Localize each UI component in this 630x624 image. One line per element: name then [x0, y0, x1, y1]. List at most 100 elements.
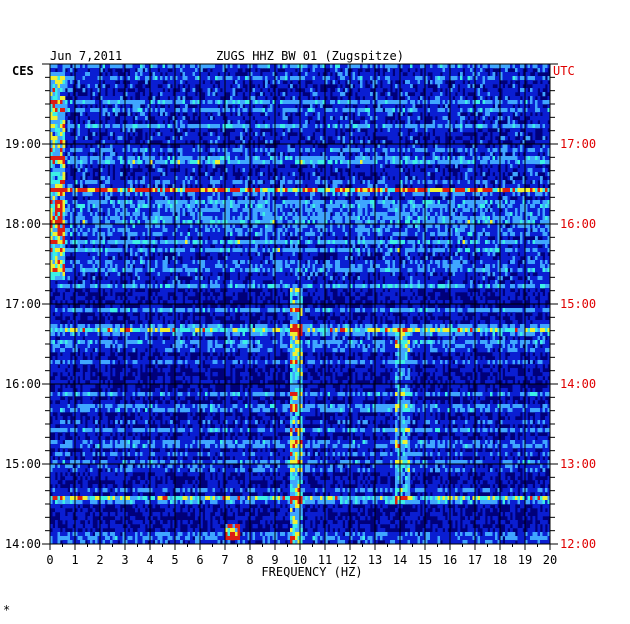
- spectrogram-cell: [347, 188, 351, 193]
- spectrogram-cell: [100, 192, 103, 197]
- spectrogram-cell: [252, 108, 256, 113]
- spectrogram-cell: [82, 64, 86, 69]
- spectrogram-cell: [232, 116, 236, 121]
- spectrogram-cell: [105, 180, 108, 185]
- spectrogram-cell: [237, 188, 241, 193]
- spectrogram-cell: [152, 100, 156, 105]
- spectrogram-cell: [87, 180, 91, 185]
- spectrogram-cell: [435, 148, 438, 153]
- spectrogram-cell: [547, 152, 551, 157]
- spectrogram-cell: [125, 192, 128, 197]
- spectrogram-cell: [235, 152, 238, 157]
- spectrogram-cell: [427, 76, 431, 81]
- spectrogram-cell: [207, 124, 211, 129]
- spectrogram-cell: [160, 108, 163, 113]
- spectrogram-cell: [307, 112, 311, 117]
- spectrogram-cell: [122, 144, 126, 149]
- spectrogram-cell: [260, 192, 263, 197]
- spectrogram-cell: [337, 188, 341, 193]
- spectrogram-cell: [547, 104, 551, 109]
- spectrogram-cell: [210, 124, 213, 129]
- spectrogram-cell: [430, 180, 433, 185]
- spectrogram-cell: [97, 160, 101, 165]
- spectrogram-cell: [265, 72, 268, 77]
- spectrogram-cell: [485, 76, 488, 81]
- spectrogram-cell: [200, 156, 203, 161]
- spectrogram-cell: [50, 184, 53, 189]
- spectrogram-cell: [277, 128, 281, 133]
- spectrogram-cell: [95, 124, 98, 129]
- spectrogram-cell: [422, 140, 426, 145]
- spectrogram-cell: [435, 92, 438, 97]
- spectrogram-cell: [137, 100, 141, 105]
- spectrogram-cell: [307, 144, 311, 149]
- spectrogram-cell: [102, 112, 106, 117]
- spectrogram-cell: [360, 132, 363, 137]
- spectrogram-cell: [510, 112, 513, 117]
- spectrogram-cell: [332, 108, 336, 113]
- spectrogram-cell: [282, 112, 286, 117]
- spectrogram-cell: [147, 172, 151, 177]
- spectrogram-cell: [510, 92, 513, 97]
- spectrogram-cell: [97, 184, 101, 189]
- spectrogram-cell: [362, 160, 366, 165]
- spectrogram-cell: [110, 176, 113, 181]
- spectrogram-cell: [127, 104, 131, 109]
- spectrogram-cell: [375, 72, 378, 77]
- spectrogram-cell: [340, 88, 343, 93]
- spectrogram-cell: [72, 188, 76, 193]
- spectrogram-cell: [207, 180, 211, 185]
- spectrogram-cell: [237, 92, 241, 97]
- spectrogram-cell: [342, 188, 346, 193]
- spectrogram-cell: [232, 144, 236, 149]
- spectrogram-cell: [350, 84, 353, 89]
- spectrogram-cell: [435, 124, 438, 129]
- spectrogram-cell: [195, 168, 198, 173]
- spectrogram-cell: [412, 152, 416, 157]
- spectrogram-cell: [127, 116, 131, 121]
- spectrogram-cell: [445, 76, 448, 81]
- spectrogram-cell: [110, 64, 113, 69]
- spectrogram-cell: [247, 156, 251, 161]
- spectrogram-cell: [320, 120, 323, 125]
- spectrogram-cell: [65, 132, 68, 137]
- spectrogram-cell: [52, 152, 56, 157]
- spectrogram-cell: [132, 68, 136, 73]
- spectrogram-cell: [135, 188, 138, 193]
- spectrogram-cell: [55, 152, 58, 157]
- spectrogram-cell: [197, 92, 201, 97]
- spectrogram-cell: [447, 124, 451, 129]
- spectrogram-cell: [282, 116, 286, 121]
- spectrogram-cell: [387, 156, 391, 161]
- spectrogram-cell: [450, 148, 453, 153]
- spectrogram-cell: [260, 172, 263, 177]
- spectrogram-cell: [402, 64, 406, 69]
- spectrogram-cell: [240, 164, 243, 169]
- spectrogram-cell: [307, 108, 311, 113]
- spectrogram-cell: [482, 124, 486, 129]
- spectrogram-cell: [155, 124, 158, 129]
- spectrogram-cell: [445, 180, 448, 185]
- spectrogram-cell: [142, 172, 146, 177]
- spectrogram-cell: [52, 188, 56, 193]
- spectrogram-cell: [122, 152, 126, 157]
- spectrogram-cell: [227, 152, 231, 157]
- spectrogram-cell: [475, 184, 478, 189]
- spectrogram-cell: [117, 180, 121, 185]
- spectrogram-cell: [382, 120, 386, 125]
- spectrogram-cell: [152, 76, 156, 81]
- spectrogram-cell: [260, 124, 263, 129]
- spectrogram-cell: [502, 64, 506, 69]
- spectrogram-cell: [65, 156, 68, 161]
- spectrogram-cell: [355, 156, 358, 161]
- spectrogram-cell: [310, 108, 313, 113]
- spectrogram-cell: [375, 156, 378, 161]
- spectrogram-cell: [325, 188, 328, 193]
- spectrogram-cell: [487, 84, 491, 89]
- spectrogram-cell: [402, 156, 406, 161]
- spectrogram-cell: [252, 100, 256, 105]
- spectrogram-cell: [287, 96, 291, 101]
- spectrogram-cell: [255, 112, 258, 117]
- spectrogram-cell: [355, 108, 358, 113]
- spectrogram-cell: [250, 96, 253, 101]
